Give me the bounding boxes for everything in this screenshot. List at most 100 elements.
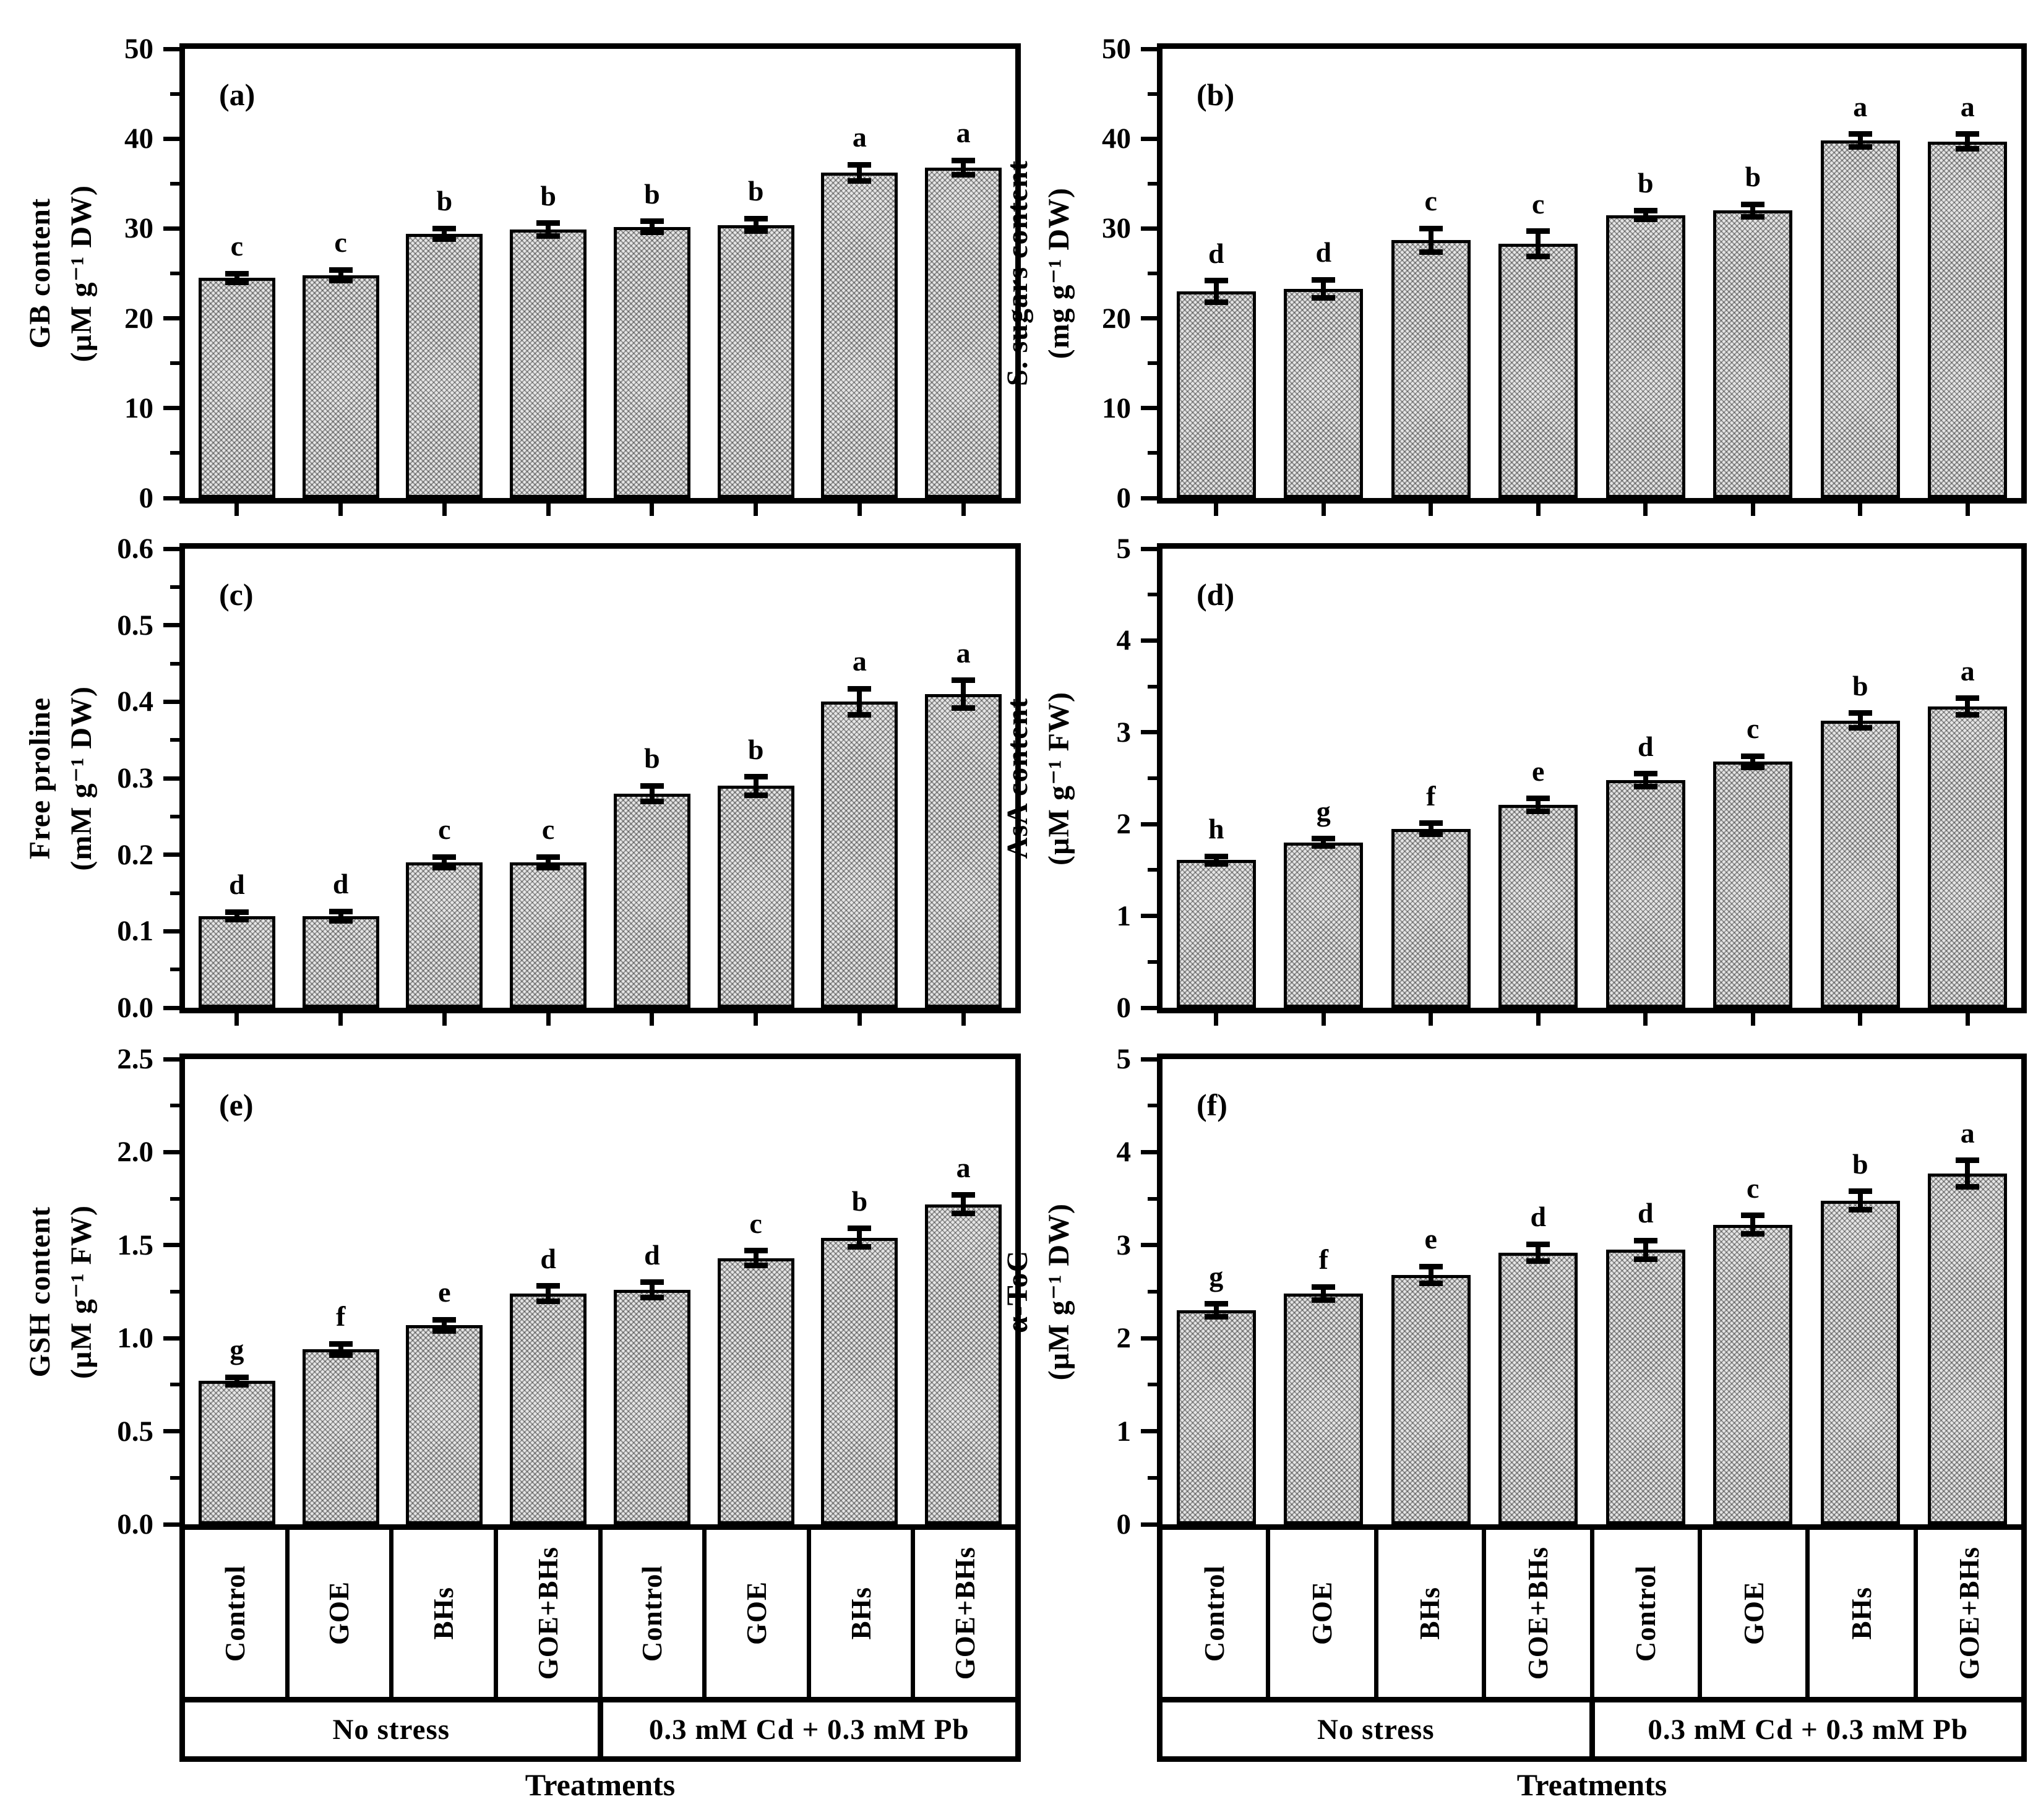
error-bar [442,1320,447,1331]
panel-c-plot: 0.0 0.1 0.2 0.3 0.4 0.5 0.6 d d c c b b a a (c) [117,533,1021,1026]
bar [302,275,379,498]
y-major-tick [163,546,179,551]
error-cap-bottom [1956,1183,1980,1190]
x-tick [1536,504,1541,516]
y-major-tick [163,852,179,857]
x-tick [754,1013,759,1026]
y-major-tick [1141,546,1157,551]
sig-letter: c [1424,185,1437,217]
x-tick [1643,504,1648,516]
y-tick-label: 1 [1116,899,1132,932]
y-major-tick [1141,730,1157,735]
y-major-tick [163,623,179,628]
sig-letter: a [852,645,867,677]
x-tick [1858,1013,1863,1026]
error-cap-bottom [536,1298,561,1304]
treatment-label: GOE [1307,1581,1338,1646]
error-cap-bottom [744,228,768,234]
group-cell: 0.3 mM Cd + 0.3 mM Pb [1589,1702,2022,1756]
y-tick-label: 4 [1116,624,1132,657]
error-cap-top [1204,853,1228,859]
y-major-tick [163,699,179,704]
sig-letter: d [1637,730,1654,762]
error-cap-top [1419,820,1443,826]
y-axis-title: GB content (µM g⁻¹ DW) [11,43,110,504]
sig-letter: g [1316,795,1331,827]
y-axis-title: α-ToC (µM g⁻¹ DW) [989,1054,1088,1530]
y-major-tick [1141,1522,1157,1527]
y-tick-label: 0 [139,482,154,514]
treatment-label: GOE [324,1581,355,1646]
sig-letter: c [1532,187,1545,220]
treatment-cell: GOE+BHs [1913,1530,2021,1697]
y-tick-label: 0.4 [117,685,153,718]
treatment-cell: GOE+BHs [1482,1530,1589,1697]
x-tick [1965,504,1970,516]
x-tick [961,1013,966,1026]
y-minor-tick [170,1104,179,1108]
error-bar [1428,228,1433,252]
error-cap-top [1312,836,1336,842]
error-bar [1428,1266,1433,1284]
group-label: No stress [332,1713,450,1746]
error-cap-top [225,270,249,277]
error-cap-bottom [1741,1231,1765,1237]
error-bar [1857,134,1863,147]
group-row: No stress 0.3 mM Cd + 0.3 mM Pb [1157,1697,2027,1762]
error-bar [857,689,862,715]
error-cap-bottom [1526,808,1550,814]
y-tick-label: 2.5 [117,1043,153,1075]
error-cap-top [848,1225,872,1232]
y-tick-label: 0.0 [117,992,153,1024]
x-tick [1858,504,1863,516]
y-minor-tick [1148,181,1157,186]
treatment-cell: GOE [702,1530,807,1697]
y-minor-tick [170,361,179,366]
error-bar [442,857,447,868]
group-label: No stress [1317,1713,1435,1746]
error-cap-bottom [640,1294,664,1300]
treatment-label: Control [219,1565,251,1662]
panel-label: (d) [1197,577,1235,612]
error-cap-top [536,220,561,226]
bar [1176,291,1256,498]
x-tick [961,504,966,516]
error-cap-top [1204,278,1228,284]
bar [821,1237,898,1524]
sig-letter: c [438,813,451,846]
y-tick-label: 1.5 [117,1229,153,1261]
y-tick-label: 5 [1116,1043,1132,1075]
error-bar [649,786,655,802]
y-tick-label: 3 [1116,1229,1132,1261]
error-bar [1321,280,1326,298]
plot-area: 0.0 0.5 1.0 1.5 2.0 2.5 g f e d d c b a (e) [117,1043,1015,1540]
x-tick [1321,504,1326,516]
treatment-label: BHs [845,1587,877,1640]
y-major-tick [163,46,179,51]
error-cap-bottom [744,1263,768,1269]
error-bar [1750,1215,1756,1234]
error-bar [753,218,759,231]
error-cap-top [1848,131,1872,137]
error-bar [649,221,655,233]
error-cap-top [329,267,353,273]
error-bar [961,1195,966,1214]
y-minor-tick [170,891,179,895]
error-bar [961,680,966,708]
y-minor-tick [1148,776,1157,780]
y-major-tick [1141,136,1157,141]
bar [717,1258,794,1524]
y-tick-label: 2 [1116,1322,1132,1355]
error-bar [1643,210,1648,220]
bar [1176,860,1256,1008]
y-major-tick [163,1522,179,1527]
y-major-tick [163,1149,179,1154]
y-major-tick [1141,496,1157,500]
y-major-tick [163,1243,179,1248]
y-tick-label: 5 [1116,533,1132,565]
sig-letter: e [438,1276,451,1308]
error-cap-bottom [952,1211,976,1217]
error-cap-top [1956,695,1980,702]
y-major-tick [163,136,179,141]
treatment-cell: GOE [1266,1530,1373,1697]
